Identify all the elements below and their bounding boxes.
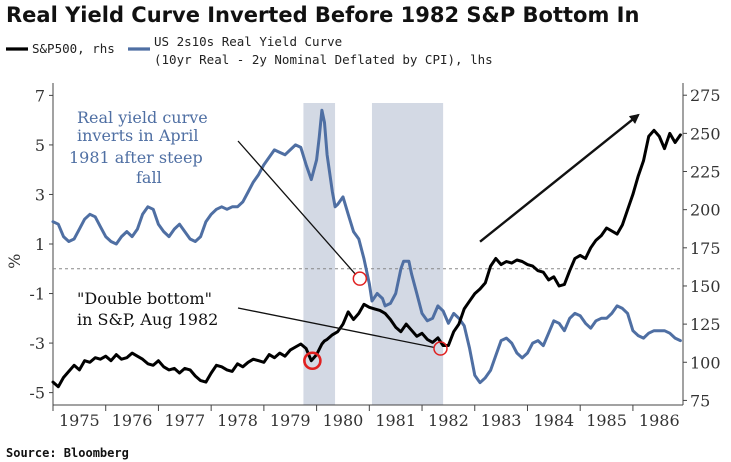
left-tick-label: 5 [35,136,45,155]
annotation-blue-line-1: Real yield curve [77,108,208,127]
annotation-blue-line-2: inverts in April [77,126,199,145]
left-tick-label: -3 [29,334,45,353]
x-tick-label: 1979 [270,411,311,430]
recession-band-2 [371,103,444,405]
leader-line-inversion [237,140,357,276]
x-tick-label: 1981 [375,411,416,430]
x-tick-label: 1977 [164,411,205,430]
x-tick-label: 1983 [481,411,522,430]
series [51,108,682,389]
x-tick-label: 1985 [586,411,627,430]
left-tick-label: 7 [35,86,45,105]
marker-circle-first-bottom [303,351,322,371]
y-axis-label: % [5,254,24,269]
x-tick-label: 1980 [323,411,364,430]
x-tick-label: 1982 [428,411,469,430]
right-tick-label: 175 [690,239,721,258]
left-tick-label: 1 [35,235,45,254]
x-tick-label: 1976 [112,411,153,430]
right-tick-label: 125 [690,315,721,334]
trend-arrow [479,113,640,243]
x-tick-label: 1978 [217,411,258,430]
right-tick-label: 200 [690,201,721,220]
annotations [237,113,640,371]
x-tick-label: 1975 [59,411,100,430]
annotation-blue-line-4: fall [136,168,162,187]
right-tick-label: 250 [690,124,721,143]
left-tick-label: 3 [35,185,45,204]
x-tick-label: 1986 [639,411,680,430]
right-tick-label: 150 [690,277,721,296]
right-tick-label: 100 [690,353,721,372]
series-line-sp500 [51,128,682,389]
legend-label-sp500: S&P500, rhs [32,41,115,56]
marker-circle-double-bottom [433,341,448,356]
recession-bands [303,103,444,405]
legend-label-yield-curve: US 2s10s Real Yield Curve [154,34,342,49]
annotation-black-line-2: in S&P, Aug 1982 [77,310,218,329]
legend-label-yield-curve-detail: (10yr Real - 2y Nominal Deflated by CPI)… [154,52,493,67]
right-tick-label: 275 [690,86,721,105]
x-tick-label: 1984 [533,411,574,430]
annotation-blue-line-3: 1981 after steep [69,148,203,167]
marker-circle-inversion [352,271,368,286]
right-tick-label: 75 [690,391,710,410]
source-note: Source: Bloomberg [6,446,129,460]
axes: 7531-1-3-5275250225200175150125100751975… [5,83,721,430]
left-tick-label: -5 [29,384,45,403]
leader-line-double-bottom [237,307,435,349]
right-tick-label: 225 [690,163,721,182]
chart-title: Real Yield Curve Inverted Before 1982 S&… [6,3,639,27]
left-tick-label: -1 [29,285,45,304]
annotation-black-line-1: "Double bottom" [77,289,212,308]
series-line-yield-curve [51,108,682,385]
